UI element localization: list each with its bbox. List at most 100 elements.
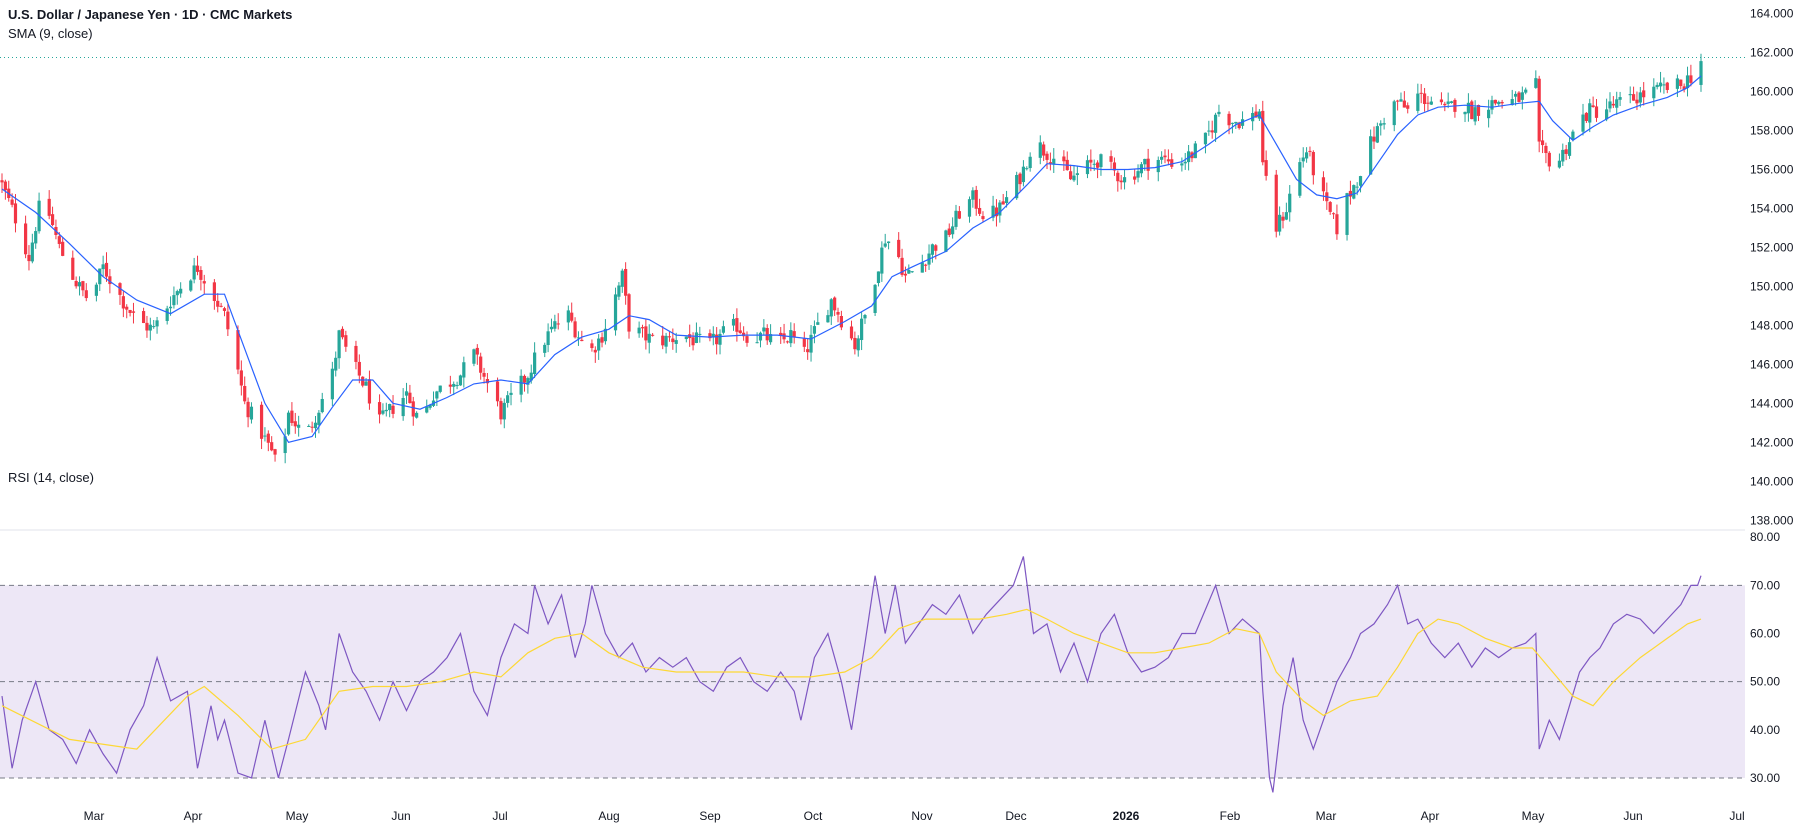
candle-body xyxy=(10,199,14,205)
candle-body xyxy=(853,337,857,350)
candle xyxy=(243,376,247,405)
candle-body xyxy=(708,333,712,339)
candle xyxy=(1372,126,1376,149)
candle xyxy=(651,333,655,337)
candle xyxy=(499,397,503,425)
time-tick-label: Mar xyxy=(1316,809,1337,823)
candle-body xyxy=(1207,130,1211,132)
candle-body xyxy=(691,337,695,346)
candle-body xyxy=(168,306,173,309)
candle xyxy=(1264,150,1268,181)
candle-body xyxy=(141,311,146,324)
candle-body xyxy=(145,322,149,331)
candle xyxy=(307,424,311,427)
candle xyxy=(1122,169,1127,190)
candle xyxy=(128,309,132,317)
candle xyxy=(1069,164,1073,181)
candle xyxy=(340,326,345,340)
candle xyxy=(1335,204,1339,240)
candle-body xyxy=(479,356,483,373)
candle xyxy=(1429,96,1433,105)
rsi-band-layer xyxy=(0,584,1745,779)
candle xyxy=(1466,93,1470,122)
candle xyxy=(1382,117,1386,130)
candle-body xyxy=(23,223,28,255)
candle-body xyxy=(573,321,577,338)
candle xyxy=(1304,147,1309,163)
candle xyxy=(833,296,837,316)
candle xyxy=(816,312,820,325)
candle xyxy=(1348,180,1353,205)
candle-body xyxy=(1429,101,1433,105)
candle xyxy=(519,369,523,403)
candle-body xyxy=(967,199,972,217)
candle xyxy=(27,245,31,271)
candle xyxy=(924,263,928,272)
candle xyxy=(381,403,385,416)
candle-body xyxy=(415,412,419,418)
candle xyxy=(1581,103,1585,136)
candle-body xyxy=(1665,82,1669,90)
candle-body xyxy=(448,384,452,387)
candle xyxy=(273,448,277,462)
candle-body xyxy=(249,406,254,420)
candle xyxy=(1227,111,1231,135)
candle-body xyxy=(337,330,341,359)
candle xyxy=(640,324,645,338)
candle-body xyxy=(1487,109,1491,119)
candle xyxy=(1679,79,1683,90)
candle xyxy=(957,206,961,220)
candle-body xyxy=(1422,93,1427,105)
candle-body xyxy=(1493,99,1497,104)
candle-body xyxy=(1369,136,1373,175)
candle xyxy=(357,354,361,384)
candle-body xyxy=(1699,61,1703,85)
candle xyxy=(408,384,412,404)
candle xyxy=(856,335,860,357)
candle xyxy=(259,401,264,450)
candle xyxy=(337,329,341,369)
candle-body xyxy=(1544,145,1548,154)
candle-body xyxy=(903,273,908,276)
candle-body xyxy=(1160,156,1164,160)
candle-body xyxy=(239,370,243,386)
candle-body xyxy=(1416,93,1420,111)
candle xyxy=(1682,83,1686,93)
candle-body xyxy=(1564,149,1568,154)
time-tick-label: May xyxy=(286,809,309,823)
candle xyxy=(195,255,200,276)
rsi-tick-label: 40.00 xyxy=(1750,723,1780,737)
candle-body xyxy=(613,294,618,331)
candle xyxy=(165,305,169,325)
candle-body xyxy=(1048,162,1052,164)
candle-body xyxy=(1466,102,1470,114)
candle xyxy=(1311,150,1315,185)
candle-body xyxy=(974,189,978,209)
candle-body xyxy=(580,339,584,342)
price-tick-label: 146.000 xyxy=(1750,357,1794,371)
candle xyxy=(1025,166,1029,171)
candle xyxy=(617,282,621,301)
candle xyxy=(479,352,483,380)
candle-body xyxy=(411,401,415,417)
candle-body xyxy=(863,315,867,319)
candle xyxy=(1021,160,1026,187)
candle xyxy=(1301,147,1305,168)
candle xyxy=(334,351,338,377)
candle xyxy=(664,332,668,354)
candle-body xyxy=(1497,101,1501,105)
candle xyxy=(1116,170,1120,192)
candle xyxy=(718,329,722,355)
candle xyxy=(1567,137,1572,159)
candle xyxy=(462,356,466,388)
candle-body xyxy=(286,412,291,435)
candle xyxy=(415,411,419,419)
candle xyxy=(1136,164,1140,183)
candle xyxy=(624,262,628,305)
candle-body xyxy=(1095,162,1100,168)
candle xyxy=(762,319,766,335)
candle xyxy=(155,316,159,334)
candle-body xyxy=(1581,114,1585,132)
candle-body xyxy=(735,318,739,332)
candle-body xyxy=(1689,75,1693,83)
